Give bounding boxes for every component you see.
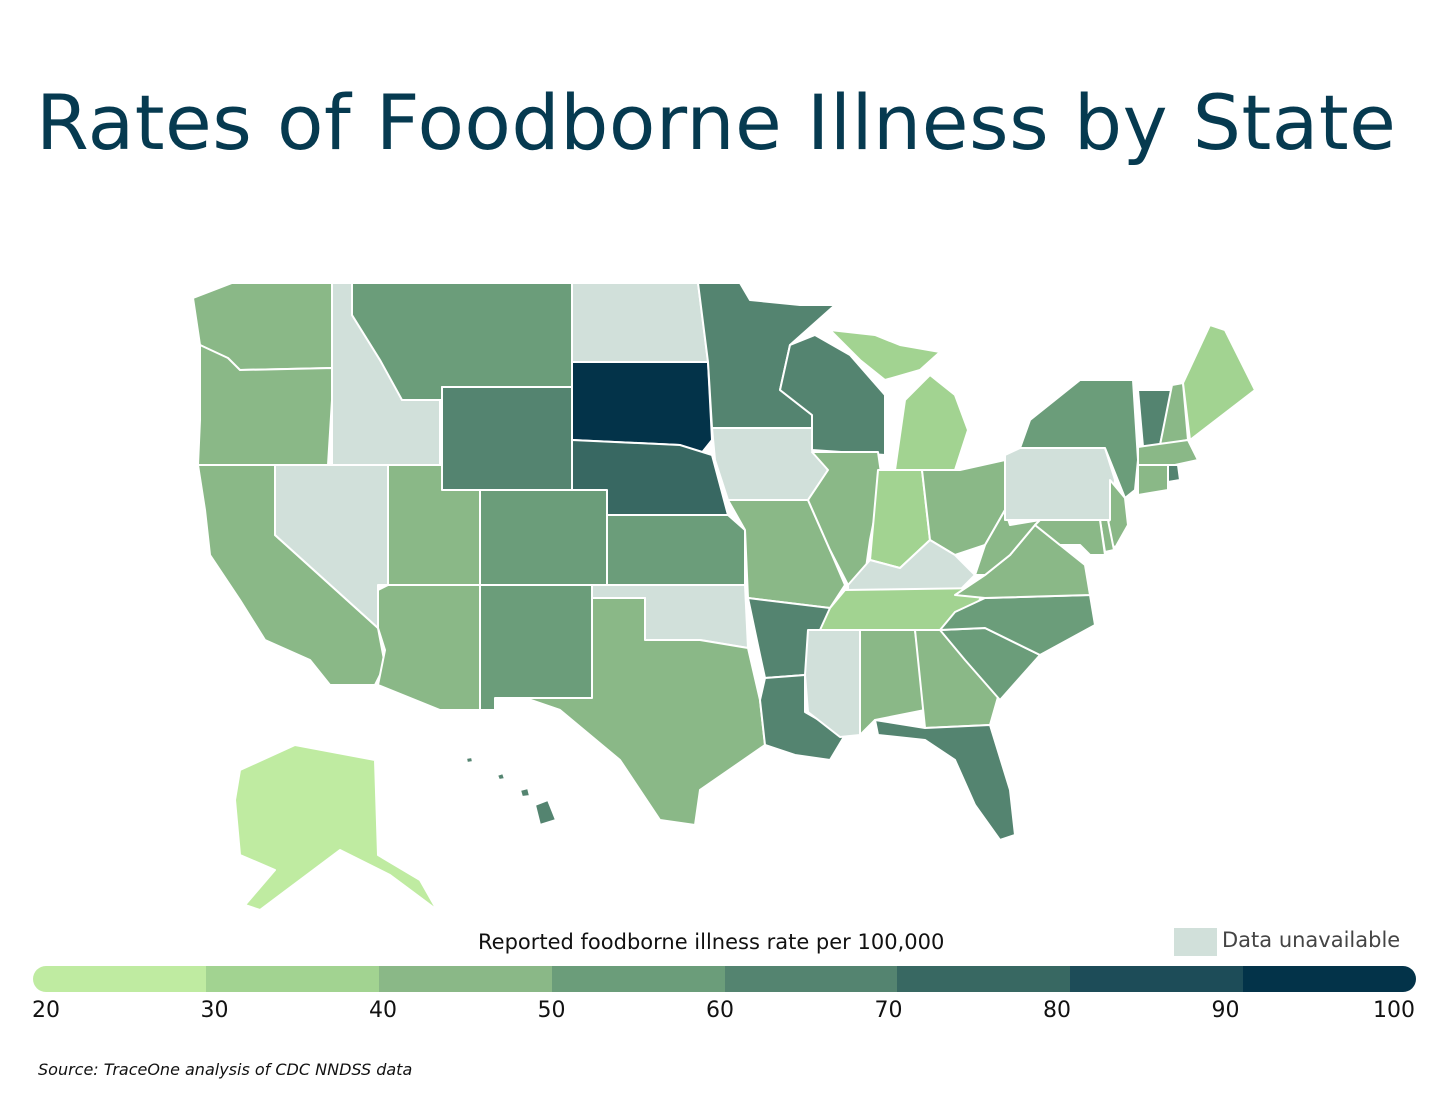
data-unavailable-swatch [1174, 928, 1217, 956]
state-shape [571, 282, 709, 363]
state-shape [1137, 464, 1169, 496]
state-shape [534, 799, 557, 826]
legend-tick-label: 100 [1373, 998, 1415, 1023]
state-ri [1167, 464, 1181, 483]
legend-title: Reported foodborne illness rate per 100,… [478, 930, 945, 954]
data-unavailable-label: Data unavailable [1222, 928, 1401, 952]
state-co [479, 489, 608, 586]
state-shape [829, 329, 941, 381]
legend-tick-label: 90 [1211, 998, 1240, 1023]
state-shape [939, 594, 1096, 656]
state-shape [234, 744, 438, 911]
state-shape [606, 514, 746, 586]
legend-tick-label: 30 [200, 998, 229, 1023]
legend-color-bar [33, 966, 1416, 992]
state-fl [874, 719, 1016, 841]
state-me [1182, 324, 1256, 441]
state-shape [441, 386, 573, 491]
legend-bin [724, 966, 898, 992]
state-shape [479, 489, 608, 586]
state-shape [1182, 324, 1256, 441]
state-ct [1137, 464, 1169, 496]
state-pa [1004, 447, 1116, 521]
legend-tick-label: 60 [706, 998, 734, 1023]
legend-bin [205, 966, 379, 992]
page-title: Rates of Foodborne Illness by State [36, 78, 1397, 167]
state-ks [606, 514, 746, 586]
state-mi [829, 329, 969, 471]
state-wi [779, 334, 886, 456]
state-hi [465, 756, 557, 826]
state-shape [874, 719, 1016, 841]
state-tx [524, 597, 766, 826]
legend-bin [1243, 966, 1416, 992]
state-shape [496, 772, 506, 781]
state-ak [234, 744, 438, 911]
state-shape [1004, 447, 1116, 521]
legend-bin [378, 966, 552, 992]
legend-tick-label: 80 [1043, 998, 1071, 1023]
state-shape [779, 334, 886, 456]
state-al [859, 629, 926, 736]
state-nd [571, 282, 709, 363]
state-wy [441, 386, 573, 491]
state-shape [859, 629, 926, 736]
legend-bin [551, 966, 725, 992]
state-shape [894, 374, 969, 471]
state-ia [711, 427, 829, 501]
state-az [377, 584, 481, 711]
state-shape [479, 584, 593, 711]
state-nm [479, 584, 593, 711]
state-shape [1167, 464, 1181, 483]
state-shape [711, 427, 829, 501]
legend-tick-label: 70 [874, 998, 903, 1023]
legend-bin [33, 966, 206, 992]
state-shape [1034, 519, 1106, 556]
state-nc [939, 594, 1096, 656]
legend-tick-label: 20 [32, 998, 60, 1023]
state-shape [377, 584, 481, 711]
legend-tick-label: 50 [537, 998, 566, 1023]
state-shape [465, 756, 474, 764]
state-md [1034, 519, 1106, 556]
state-ma [1137, 439, 1199, 466]
state-shape [519, 787, 531, 798]
legend-bin [1070, 966, 1244, 992]
source-note: Source: TraceOne analysis of CDC NNDSS d… [38, 1060, 413, 1079]
legend-bin [897, 966, 1071, 992]
state-shape [524, 597, 766, 826]
state-shape [1137, 439, 1199, 466]
legend-tick-label: 40 [369, 998, 397, 1023]
